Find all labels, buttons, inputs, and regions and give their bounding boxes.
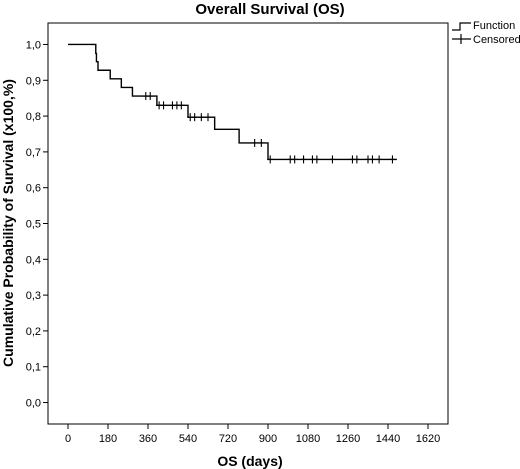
y-tick-label: 0,7	[26, 147, 41, 159]
legend-censored-label: Censored	[473, 34, 520, 46]
censored-marker	[329, 155, 336, 164]
y-axis-label: Cumulative Probability of Survival (x100…	[0, 79, 16, 367]
y-tick-label: 0,1	[26, 362, 41, 374]
x-tick-label: 180	[99, 433, 117, 445]
censored-marker	[291, 155, 298, 164]
chart-title: Overall Survival (OS)	[195, 1, 344, 18]
censored-marker	[205, 113, 211, 122]
y-tick-label: 1,0	[26, 39, 41, 51]
x-tick-label: 1080	[296, 433, 320, 445]
x-tick-label: 1440	[376, 433, 400, 445]
x-tick-label: 360	[139, 433, 157, 445]
censored-marker	[369, 155, 376, 164]
legend-function-label: Function	[473, 20, 515, 32]
x-tick-label: 1260	[336, 433, 360, 445]
censored-marker	[178, 101, 185, 110]
survival-step-line	[68, 43, 397, 161]
x-tick-label: 1620	[416, 433, 440, 445]
y-tick-label: 0,9	[26, 75, 41, 87]
censored-marker	[353, 155, 360, 164]
legend: Function Censored	[452, 20, 520, 46]
censored-marker	[313, 155, 320, 164]
x-axis: 0 180 360 540 720 900 1080 1260 1440 1620	[65, 424, 440, 445]
x-tick-label: 720	[219, 433, 237, 445]
x-tick-label: 540	[179, 433, 197, 445]
censored-marker	[160, 101, 167, 110]
y-tick-label: 0,2	[26, 326, 41, 338]
censored-marker	[258, 138, 265, 147]
y-tick-label: 0,5	[26, 219, 41, 231]
y-tick-label: 0,6	[26, 183, 41, 195]
censored-marker	[147, 92, 154, 101]
plot-area	[47, 22, 449, 425]
y-tick-label: 0,0	[26, 398, 41, 410]
y-tick-label: 0,3	[26, 290, 41, 302]
x-tick-label: 900	[259, 433, 277, 445]
censor-markers	[142, 92, 396, 164]
x-tick-label: 0	[65, 433, 71, 445]
censored-marker	[198, 113, 205, 122]
y-axis: 0,0 0,1 0,2 0,3 0,4 0,5 0,6 0,7 0,8 0,9 1,0	[26, 39, 48, 410]
legend-function-symbol	[452, 22, 471, 31]
censored-marker	[376, 155, 383, 164]
censored-marker	[191, 113, 198, 122]
censored-marker	[267, 155, 274, 164]
series-layer	[68, 43, 397, 161]
censored-marker	[389, 155, 396, 164]
y-tick-label: 0,4	[26, 254, 41, 266]
y-tick-label: 0,8	[26, 111, 41, 123]
censored-marker	[300, 155, 307, 164]
x-axis-label: OS (days)	[217, 453, 282, 469]
censored-marker	[251, 138, 258, 147]
